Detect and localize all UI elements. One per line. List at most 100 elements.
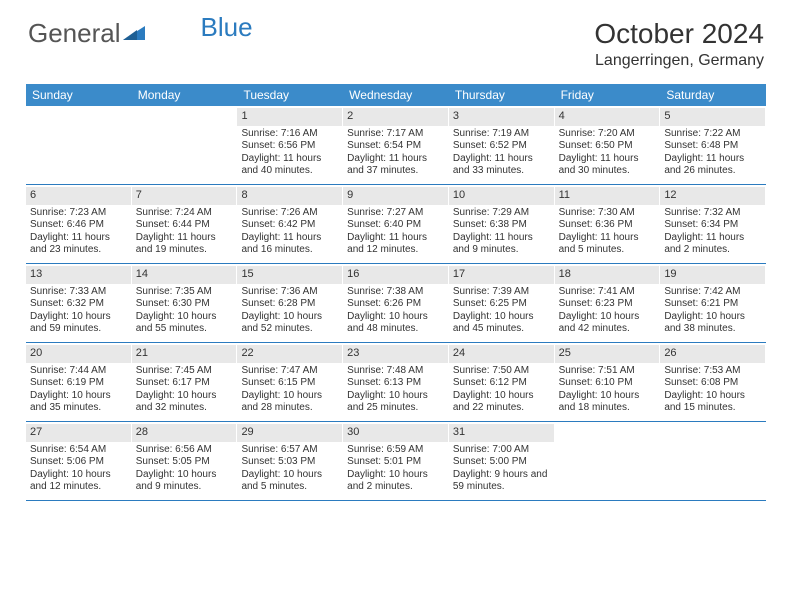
day-number: 27 xyxy=(26,424,131,442)
calendar-cell: 23Sunrise: 7:48 AMSunset: 6:13 PMDayligh… xyxy=(343,343,449,421)
sunrise-text: Sunrise: 7:47 AM xyxy=(241,365,338,378)
day-number: 31 xyxy=(449,424,554,442)
sunset-text: Sunset: 5:03 PM xyxy=(241,456,338,469)
daylight-text: Daylight: 11 hours and 5 minutes. xyxy=(559,232,656,257)
location-label: Langerringen, Germany xyxy=(594,52,764,70)
calendar-cell: 7Sunrise: 7:24 AMSunset: 6:44 PMDaylight… xyxy=(132,185,238,263)
sunset-text: Sunset: 6:42 PM xyxy=(241,219,338,232)
day-header: Friday xyxy=(555,84,661,106)
day-number: 17 xyxy=(449,266,554,284)
calendar-cell: 30Sunrise: 6:59 AMSunset: 5:01 PMDayligh… xyxy=(343,422,449,500)
daylight-text: Daylight: 10 hours and 9 minutes. xyxy=(136,469,233,494)
sunset-text: Sunset: 6:26 PM xyxy=(347,298,444,311)
daylight-text: Daylight: 11 hours and 9 minutes. xyxy=(453,232,550,257)
sunrise-text: Sunrise: 7:45 AM xyxy=(136,365,233,378)
daylight-text: Daylight: 10 hours and 45 minutes. xyxy=(453,311,550,336)
daylight-text: Daylight: 10 hours and 38 minutes. xyxy=(664,311,761,336)
sunset-text: Sunset: 6:46 PM xyxy=(30,219,127,232)
day-number: 9 xyxy=(343,187,448,205)
sunrise-text: Sunrise: 7:48 AM xyxy=(347,365,444,378)
daylight-text: Daylight: 11 hours and 30 minutes. xyxy=(559,153,656,178)
day-number: 23 xyxy=(343,345,448,363)
calendar-cell: 27Sunrise: 6:54 AMSunset: 5:06 PMDayligh… xyxy=(26,422,132,500)
sunrise-text: Sunrise: 7:33 AM xyxy=(30,286,127,299)
sunset-text: Sunset: 6:36 PM xyxy=(559,219,656,232)
day-number: 11 xyxy=(555,187,660,205)
day-number: 3 xyxy=(449,108,554,126)
daylight-text: Daylight: 10 hours and 12 minutes. xyxy=(30,469,127,494)
calendar-cell: 29Sunrise: 6:57 AMSunset: 5:03 PMDayligh… xyxy=(237,422,343,500)
day-number: 20 xyxy=(26,345,131,363)
sunrise-text: Sunrise: 7:44 AM xyxy=(30,365,127,378)
daylight-text: Daylight: 10 hours and 15 minutes. xyxy=(664,390,761,415)
sunset-text: Sunset: 6:50 PM xyxy=(559,140,656,153)
sunset-text: Sunset: 6:08 PM xyxy=(664,377,761,390)
daylight-text: Daylight: 10 hours and 55 minutes. xyxy=(136,311,233,336)
day-header-row: SundayMondayTuesdayWednesdayThursdayFrid… xyxy=(26,84,766,106)
sunset-text: Sunset: 6:54 PM xyxy=(347,140,444,153)
daylight-text: Daylight: 10 hours and 5 minutes. xyxy=(241,469,338,494)
daylight-text: Daylight: 11 hours and 2 minutes. xyxy=(664,232,761,257)
sunrise-text: Sunrise: 7:41 AM xyxy=(559,286,656,299)
sunset-text: Sunset: 6:38 PM xyxy=(453,219,550,232)
sunrise-text: Sunrise: 7:42 AM xyxy=(664,286,761,299)
daylight-text: Daylight: 11 hours and 16 minutes. xyxy=(241,232,338,257)
calendar-cell xyxy=(660,422,766,500)
calendar-cell: 15Sunrise: 7:36 AMSunset: 6:28 PMDayligh… xyxy=(237,264,343,342)
daylight-text: Daylight: 10 hours and 22 minutes. xyxy=(453,390,550,415)
sunrise-text: Sunrise: 6:59 AM xyxy=(347,444,444,457)
calendar: SundayMondayTuesdayWednesdayThursdayFrid… xyxy=(26,84,766,501)
calendar-cell: 12Sunrise: 7:32 AMSunset: 6:34 PMDayligh… xyxy=(660,185,766,263)
sunset-text: Sunset: 6:25 PM xyxy=(453,298,550,311)
calendar-cell: 21Sunrise: 7:45 AMSunset: 6:17 PMDayligh… xyxy=(132,343,238,421)
calendar-cell: 16Sunrise: 7:38 AMSunset: 6:26 PMDayligh… xyxy=(343,264,449,342)
calendar-cell: 24Sunrise: 7:50 AMSunset: 6:12 PMDayligh… xyxy=(449,343,555,421)
page-header: General Blue October 2024 Langerringen, … xyxy=(0,0,792,78)
calendar-cell: 1Sunrise: 7:16 AMSunset: 6:56 PMDaylight… xyxy=(237,106,343,184)
day-header: Wednesday xyxy=(343,84,449,106)
daylight-text: Daylight: 10 hours and 35 minutes. xyxy=(30,390,127,415)
sunset-text: Sunset: 6:48 PM xyxy=(664,140,761,153)
sunrise-text: Sunrise: 7:29 AM xyxy=(453,207,550,220)
day-header: Monday xyxy=(132,84,238,106)
calendar-cell: 9Sunrise: 7:27 AMSunset: 6:40 PMDaylight… xyxy=(343,185,449,263)
daylight-text: Daylight: 10 hours and 42 minutes. xyxy=(559,311,656,336)
daylight-text: Daylight: 11 hours and 23 minutes. xyxy=(30,232,127,257)
day-number: 25 xyxy=(555,345,660,363)
daylight-text: Daylight: 11 hours and 19 minutes. xyxy=(136,232,233,257)
sunset-text: Sunset: 6:44 PM xyxy=(136,219,233,232)
day-header: Tuesday xyxy=(237,84,343,106)
daylight-text: Daylight: 11 hours and 40 minutes. xyxy=(241,153,338,178)
daylight-text: Daylight: 11 hours and 33 minutes. xyxy=(453,153,550,178)
sunset-text: Sunset: 5:06 PM xyxy=(30,456,127,469)
calendar-week: 13Sunrise: 7:33 AMSunset: 6:32 PMDayligh… xyxy=(26,264,766,343)
daylight-text: Daylight: 10 hours and 32 minutes. xyxy=(136,390,233,415)
day-number: 16 xyxy=(343,266,448,284)
sunset-text: Sunset: 6:12 PM xyxy=(453,377,550,390)
calendar-cell: 26Sunrise: 7:53 AMSunset: 6:08 PMDayligh… xyxy=(660,343,766,421)
sunset-text: Sunset: 6:23 PM xyxy=(559,298,656,311)
day-number: 28 xyxy=(132,424,237,442)
calendar-cell: 20Sunrise: 7:44 AMSunset: 6:19 PMDayligh… xyxy=(26,343,132,421)
calendar-cell: 4Sunrise: 7:20 AMSunset: 6:50 PMDaylight… xyxy=(555,106,661,184)
daylight-text: Daylight: 11 hours and 26 minutes. xyxy=(664,153,761,178)
calendar-cell xyxy=(26,106,132,184)
logo-triangle-icon xyxy=(123,18,145,49)
day-number: 30 xyxy=(343,424,448,442)
calendar-cell xyxy=(555,422,661,500)
calendar-week: 1Sunrise: 7:16 AMSunset: 6:56 PMDaylight… xyxy=(26,106,766,185)
sunrise-text: Sunrise: 7:51 AM xyxy=(559,365,656,378)
day-number: 14 xyxy=(132,266,237,284)
calendar-cell: 14Sunrise: 7:35 AMSunset: 6:30 PMDayligh… xyxy=(132,264,238,342)
calendar-week: 6Sunrise: 7:23 AMSunset: 6:46 PMDaylight… xyxy=(26,185,766,264)
sunset-text: Sunset: 6:32 PM xyxy=(30,298,127,311)
sunset-text: Sunset: 6:30 PM xyxy=(136,298,233,311)
sunset-text: Sunset: 6:21 PM xyxy=(664,298,761,311)
daylight-text: Daylight: 10 hours and 52 minutes. xyxy=(241,311,338,336)
daylight-text: Daylight: 9 hours and 59 minutes. xyxy=(453,469,550,494)
calendar-cell: 2Sunrise: 7:17 AMSunset: 6:54 PMDaylight… xyxy=(343,106,449,184)
daylight-text: Daylight: 11 hours and 37 minutes. xyxy=(347,153,444,178)
day-number: 21 xyxy=(132,345,237,363)
sunset-text: Sunset: 6:56 PM xyxy=(241,140,338,153)
sunset-text: Sunset: 5:05 PM xyxy=(136,456,233,469)
